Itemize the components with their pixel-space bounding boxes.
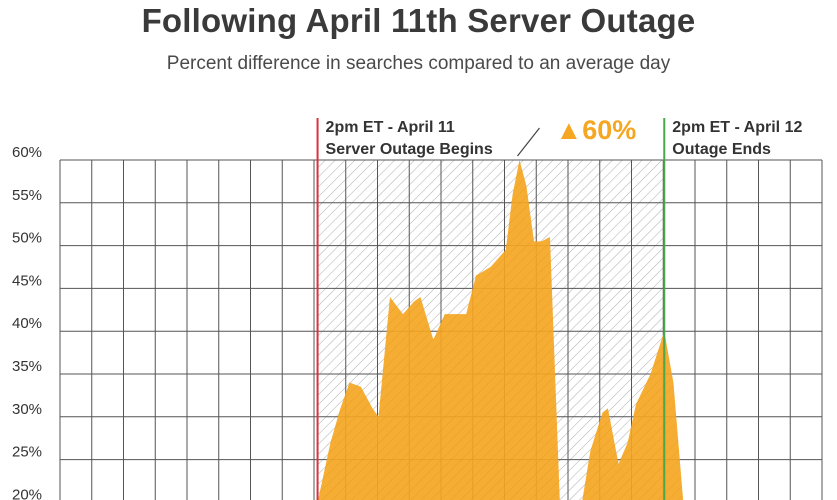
series-area [317, 159, 684, 500]
y-tick-label: 50% [12, 230, 42, 247]
outage-end-label: 2pm ET - April 12 [672, 119, 802, 136]
y-tick-label: 20% [12, 486, 42, 500]
y-tick-label: 60% [12, 144, 42, 161]
area-hatch [317, 160, 684, 500]
y-tick-label: 45% [12, 272, 42, 289]
y-tick-label: 35% [12, 358, 42, 375]
y-tick-label: 30% [12, 401, 42, 418]
peak-leader-line [517, 127, 540, 157]
grid-lines [59, 159, 823, 500]
outage-start-label: 2pm ET - April 11 [326, 119, 455, 136]
y-tick-label: 40% [12, 315, 42, 332]
outage-end-label: Outage Ends [672, 141, 771, 158]
y-axis-ticks: 60% 55% 50% 45% 40% 35% 30% 25% 20% [12, 144, 42, 500]
annotations: 2pm ET - April 11 Server Outage Begins 2pm… [326, 115, 803, 158]
outage-start-label: Server Outage Begins [326, 141, 493, 158]
chart-subtitle: Percent difference in searches compared … [166, 53, 671, 74]
outage-markers [316, 118, 666, 500]
chart-title: Following April 11th Server Outage [141, 2, 696, 39]
y-tick-label: 55% [12, 187, 42, 204]
peak-label: ▲60% [555, 115, 636, 145]
y-tick-label: 25% [12, 444, 42, 461]
